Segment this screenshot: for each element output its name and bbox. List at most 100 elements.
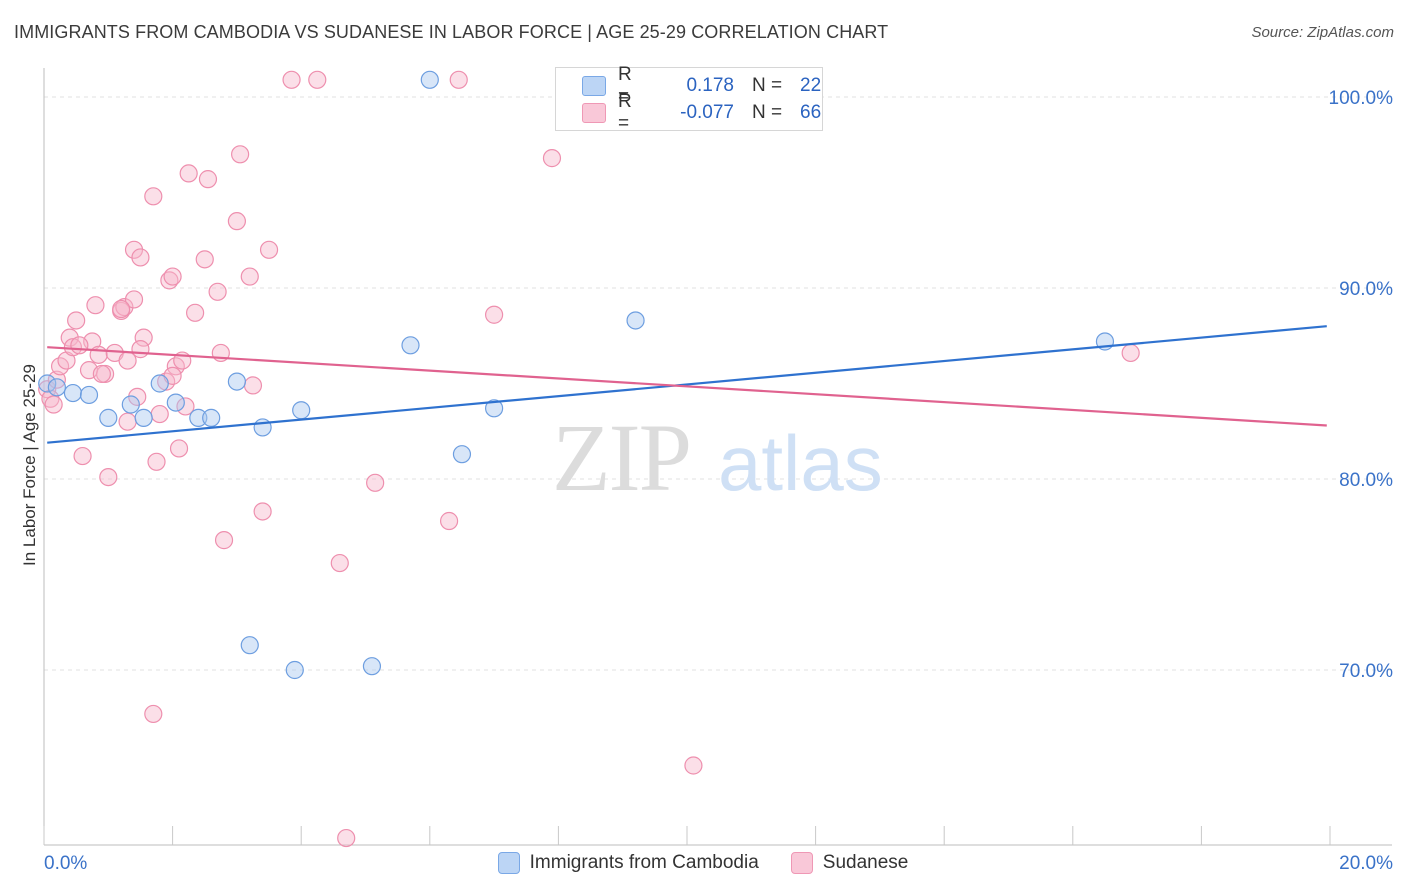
legend-n-label: N = [752, 75, 783, 96]
legend-row-cambodia: R = 0.178 N = 22 [582, 64, 822, 107]
data-point [243, 376, 263, 395]
data-point [240, 636, 259, 655]
source-label: Source: ZipAtlas.com [1251, 24, 1394, 41]
data-point [131, 248, 150, 267]
watermark-zip: ZIP [552, 404, 690, 511]
data-point [292, 401, 311, 420]
y-tick-label: 100.0% [1329, 88, 1394, 109]
legend-n-value: 66 [800, 102, 822, 123]
data-point [684, 756, 703, 775]
data-point [99, 408, 118, 427]
data-point [99, 467, 118, 487]
data-point [420, 70, 439, 89]
y-axis-label: In Labor Force | Age 25-29 [20, 364, 39, 566]
data-point [202, 408, 221, 427]
data-point [150, 374, 169, 393]
data-point [147, 452, 166, 471]
data-point [41, 389, 60, 408]
data-point [240, 267, 259, 286]
legend-swatch-sudanese [582, 103, 606, 123]
data-point [401, 336, 420, 355]
legend-row-sudanese: R = -0.077 N = 66 [582, 91, 822, 134]
series-label-cambodia: Immigrants from Cambodia [529, 852, 759, 873]
series-swatch-cambodia [497, 852, 520, 874]
legend-swatch-cambodia [582, 76, 606, 96]
data-point [134, 328, 153, 347]
legend-r-label: R = [618, 91, 632, 134]
data-point [439, 511, 459, 531]
data-point [92, 364, 111, 384]
data-point [253, 502, 272, 521]
data-point [169, 439, 189, 458]
data-point [1121, 343, 1140, 363]
data-point [176, 397, 195, 416]
data-point [366, 473, 385, 492]
data-point [227, 212, 246, 231]
trend-line [47, 346, 1327, 427]
data-point [337, 828, 356, 848]
data-point [485, 399, 504, 418]
data-point [198, 170, 218, 189]
data-point [124, 290, 144, 309]
data-point [166, 393, 185, 412]
series-legend: Immigrants from Cambodia Sudanese [0, 852, 1406, 874]
data-point [115, 298, 134, 317]
trend-line [47, 325, 1327, 444]
data-point [150, 404, 169, 424]
data-point [144, 187, 163, 206]
watermark-atlas: atlas [718, 419, 883, 507]
data-point [73, 446, 92, 466]
data-point [163, 267, 182, 286]
data-point [47, 378, 66, 397]
data-point [44, 395, 63, 414]
tick-labels: 70.0% 80.0% 90.0% 100.0% 0.0% 20.0% [44, 88, 1393, 874]
data-point [63, 383, 83, 403]
y-tick-label: 90.0% [1339, 279, 1393, 300]
x-tick-label: 20.0% [1339, 853, 1393, 874]
data-point [330, 553, 349, 573]
data-points [38, 70, 1140, 848]
data-point [195, 250, 214, 269]
legend-n-label: N = [752, 102, 783, 123]
grid-lines [44, 96, 1392, 671]
data-point [60, 328, 79, 347]
data-point [259, 240, 279, 259]
x-tick-label: 0.0% [44, 853, 87, 874]
data-point [285, 660, 304, 680]
data-point [134, 408, 153, 427]
y-tick-label: 70.0% [1339, 661, 1393, 682]
data-point [231, 145, 250, 164]
series-label-sudanese: Sudanese [822, 852, 909, 873]
legend-r-value: -0.077 [680, 102, 734, 123]
data-point [128, 387, 147, 406]
series-legend-cambodia: Immigrants from Cambodia [497, 852, 759, 874]
data-point [227, 372, 246, 391]
data-point [186, 303, 205, 322]
data-point [144, 704, 163, 724]
data-point [118, 351, 137, 370]
data-point [118, 412, 137, 431]
series-swatch-sudanese [790, 852, 813, 874]
legend-r-value: 0.178 [686, 75, 734, 96]
data-point [124, 240, 144, 259]
data-point [121, 395, 140, 414]
data-point [542, 149, 562, 168]
data-point [67, 311, 86, 330]
trend-lines [47, 325, 1327, 444]
y-tick-label: 80.0% [1339, 470, 1393, 491]
data-point [452, 445, 472, 464]
data-point [626, 311, 645, 330]
data-point [485, 305, 504, 324]
data-point [449, 70, 468, 89]
data-point [47, 370, 66, 389]
data-point [308, 70, 327, 89]
data-point [38, 374, 57, 393]
correlation-legend: R = 0.178 N = 22 R = -0.077 N = 66 [555, 64, 823, 134]
series-legend-sudanese: Sudanese [790, 852, 909, 874]
data-point [282, 70, 301, 89]
data-point [70, 336, 89, 355]
data-point [79, 385, 99, 405]
legend-n-value: 22 [800, 75, 822, 96]
data-point [86, 296, 105, 315]
